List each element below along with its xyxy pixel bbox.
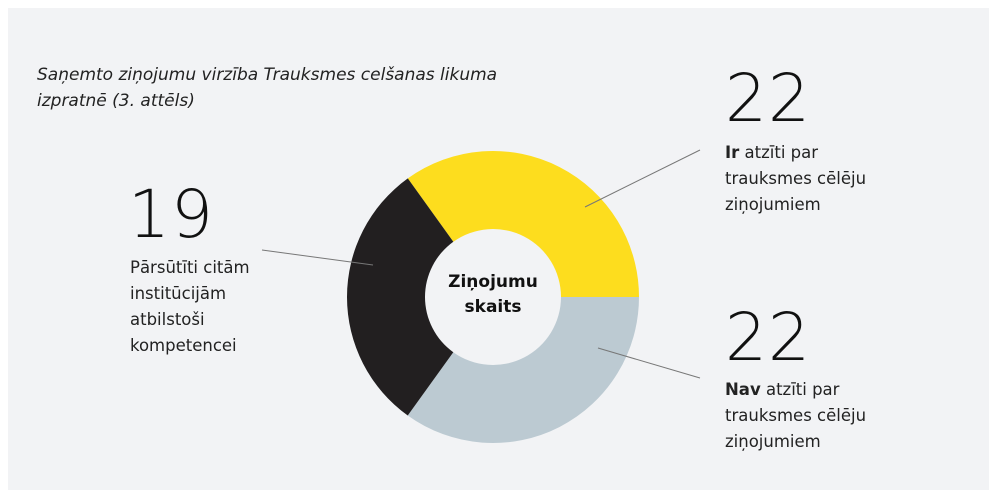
value-label: 22 xyxy=(725,60,811,137)
slice-label: Nav atzīti par trauksmes cēlēju ziņojumi… xyxy=(725,377,905,455)
slice-label-text: atzīti par trauksmes cēlēju ziņojumiem xyxy=(725,143,867,214)
slice-label: Ir atzīti par trauksmes cēlēju ziņojumie… xyxy=(725,140,905,218)
slice-label-text: atzīti par trauksmes cēlēju ziņojumiem xyxy=(725,380,867,451)
slice-label: Pārsūtīti citām institūcijām atbilstoši … xyxy=(130,255,300,359)
chart-title: Saņemto ziņojumu virzība Trauksmes celša… xyxy=(37,65,498,111)
value-label: 19 xyxy=(128,176,214,253)
center-label: Ziņojumu skaits xyxy=(448,272,538,317)
leader-line xyxy=(597,347,701,379)
value-label: 22 xyxy=(725,299,811,376)
leader-line xyxy=(584,149,701,208)
slice-label-bold: Nav xyxy=(725,380,761,399)
donut-slice xyxy=(347,178,454,416)
leader-line xyxy=(261,249,374,266)
slice-label-bold: Ir xyxy=(725,143,740,162)
slice-label-text: Pārsūtīti citām institūcijām atbilstoši … xyxy=(130,258,250,355)
donut-slice xyxy=(407,151,639,298)
donut-slice xyxy=(407,297,639,444)
